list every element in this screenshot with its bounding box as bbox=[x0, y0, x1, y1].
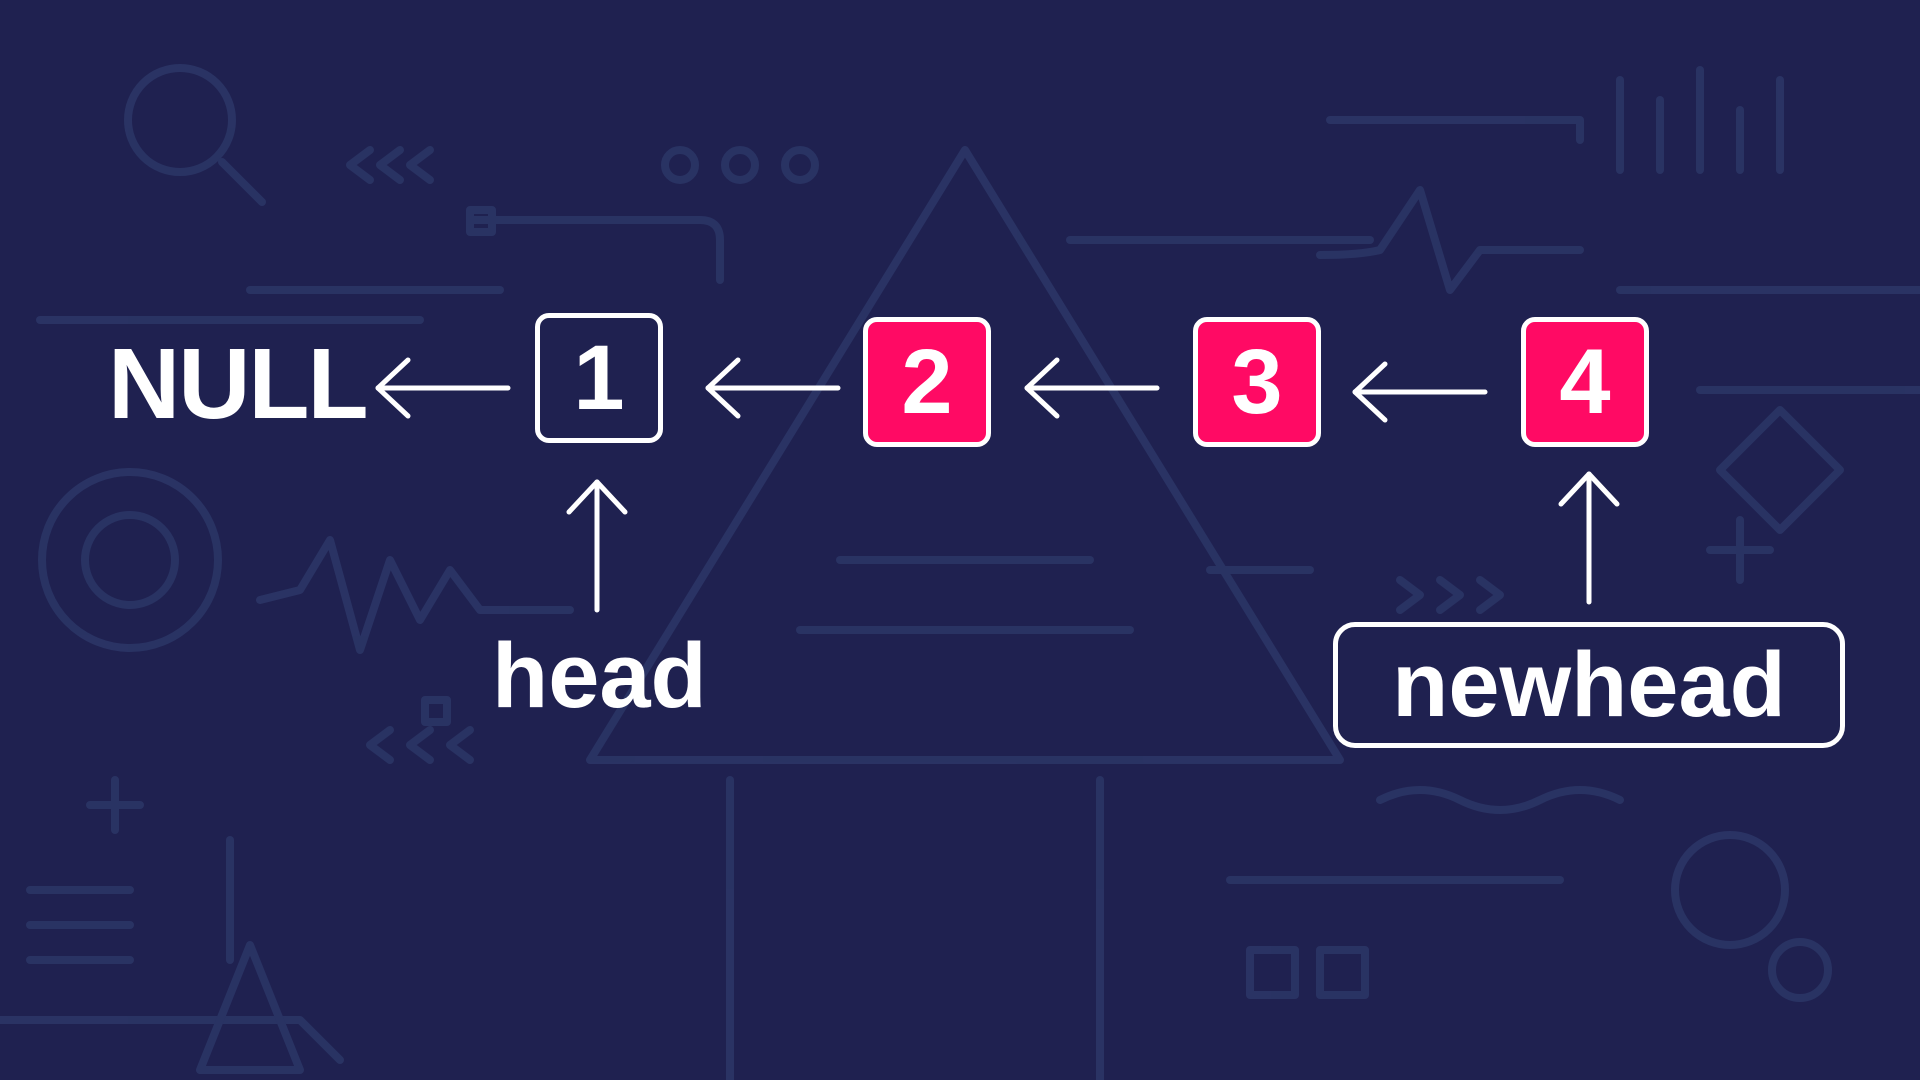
arrow-node-4-to-node-3 bbox=[1352, 361, 1488, 423]
arrow-node-1-to-null bbox=[375, 357, 511, 419]
list-node-2: 2 bbox=[863, 317, 991, 447]
node-value: 4 bbox=[1559, 331, 1611, 433]
node-value: 2 bbox=[901, 331, 953, 433]
null-terminal-label: NULL bbox=[108, 328, 369, 440]
arrow-newhead-pointer bbox=[1558, 471, 1620, 605]
arrow-node-3-to-node-2 bbox=[1024, 357, 1160, 419]
newhead-pointer-box: newhead bbox=[1333, 622, 1845, 748]
arrow-head-pointer bbox=[566, 479, 628, 613]
arrow-node-2-to-node-1 bbox=[705, 357, 841, 419]
node-value: 1 bbox=[573, 327, 625, 429]
list-node-4: 4 bbox=[1521, 317, 1649, 447]
node-value: 3 bbox=[1231, 331, 1283, 433]
head-pointer-label: head bbox=[492, 625, 707, 727]
list-node-3: 3 bbox=[1193, 317, 1321, 447]
newhead-pointer-label: newhead bbox=[1392, 634, 1786, 736]
list-node-1: 1 bbox=[535, 313, 663, 443]
